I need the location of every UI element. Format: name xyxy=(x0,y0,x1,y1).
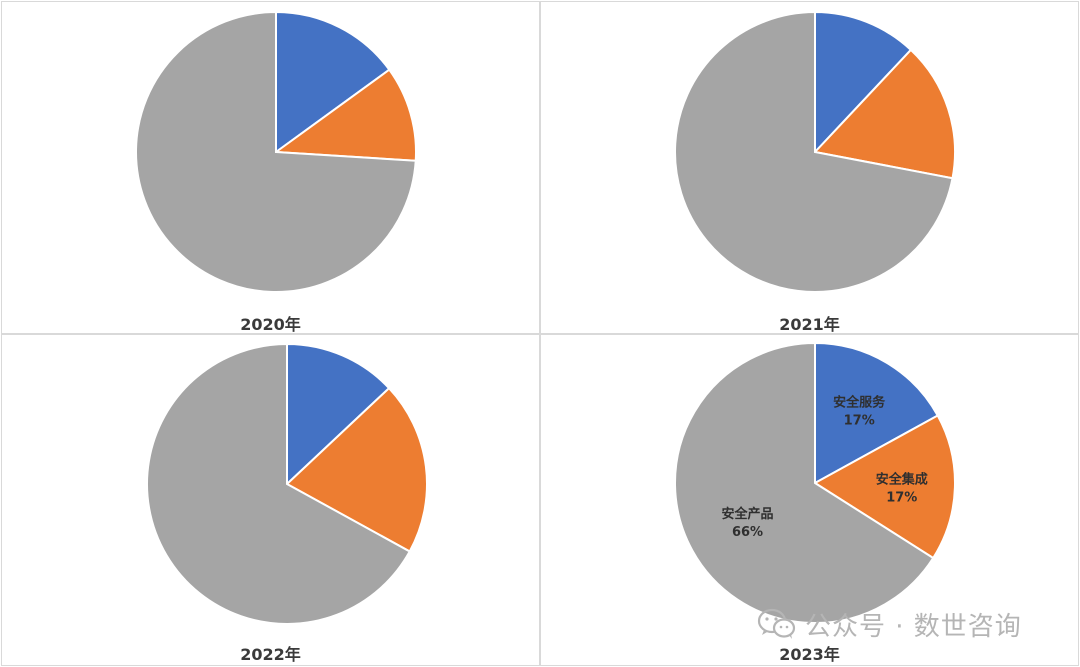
pie-slice-security-integration xyxy=(813,414,956,560)
pie-panel-2023: 安全服务 17% 安全集成 17% 安全产品 66% 2023年 xyxy=(540,334,1079,666)
year-label-2023: 2023年 xyxy=(779,645,840,664)
pie-slice-security-integration xyxy=(813,48,956,180)
slice-label-name-security-integration: 安全集成 xyxy=(876,472,928,488)
pie-slice-security-integration xyxy=(285,386,428,553)
year-label-2022: 2022年 xyxy=(240,645,301,664)
pie-panel-2020: 2020年 xyxy=(1,1,540,334)
pie-chart-2022 xyxy=(146,342,428,625)
slice-label-value-security-products: 66% xyxy=(732,525,763,540)
pie-slice-security-products xyxy=(146,342,412,625)
pie-chart-2021 xyxy=(674,10,956,293)
pie-chart-2020 xyxy=(135,10,417,293)
pie-slice-security-products xyxy=(674,10,954,293)
pie-chart-2023: 安全服务 17% 安全集成 17% 安全产品 66% xyxy=(674,341,956,624)
pie-panel-2022: 2022年 xyxy=(1,334,540,666)
wechat-icon xyxy=(757,608,796,639)
slice-label-value-security-integration: 17% xyxy=(886,491,917,506)
watermark-text: 公众号 · 数世咨询 xyxy=(805,611,1022,642)
pie-slice-security-services xyxy=(275,10,391,154)
slice-label-value-security-services: 17% xyxy=(844,413,875,428)
slice-label-name-security-services: 安全服务 xyxy=(833,394,886,410)
pie-slice-security-services xyxy=(286,342,391,487)
year-label-2020: 2020年 xyxy=(240,315,301,334)
pie-slice-security-services xyxy=(814,341,940,485)
slice-label-name-security-products: 安全产品 xyxy=(722,506,774,522)
year-label-2021: 2021年 xyxy=(779,315,840,334)
pie-panel-2021: 2021年 xyxy=(540,1,1079,334)
watermark: 公众号 · 数世咨询 xyxy=(757,606,1022,642)
pie-slice-security-products xyxy=(135,10,417,293)
pie-slice-security-products xyxy=(674,341,935,624)
pie-slice-security-integration xyxy=(273,68,417,162)
pie-slice-security-services xyxy=(814,10,913,155)
